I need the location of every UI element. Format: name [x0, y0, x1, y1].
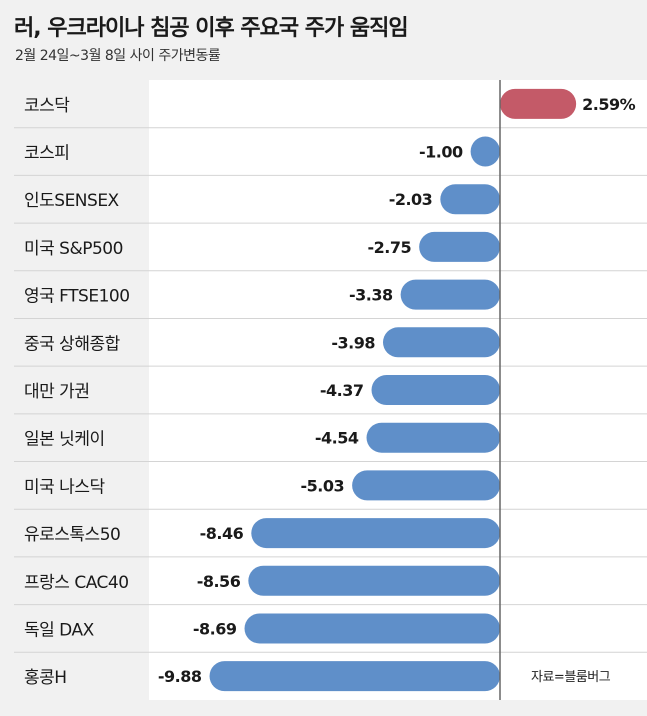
value-label: -8.56	[197, 572, 241, 591]
bar	[419, 231, 500, 262]
source-note: 자료=블룸버그	[531, 670, 611, 685]
bar	[500, 88, 577, 119]
value-label: -3.98	[331, 333, 375, 352]
value-label: -4.54	[315, 429, 359, 448]
bar-chart: 코스닥 2.59% 코스피 -1.00 인도SENSEX -2.03 미국 S&P500 -2…	[14, 80, 647, 700]
chart-title: 러, 우크라이나 침공 이후 주요국 주가 움직임	[14, 16, 409, 41]
chart-subtitle: 2월 24일~3월 8일 사이 주가변동률	[15, 48, 221, 64]
category-label: 독일 DAX	[24, 620, 95, 640]
category-label: 대만 가권	[24, 382, 89, 402]
category-label: 코스닥	[24, 96, 70, 116]
bar	[251, 518, 500, 549]
bar	[400, 279, 500, 310]
category-label: 중국 상해종합	[24, 334, 121, 354]
bar	[209, 661, 500, 692]
bar	[470, 136, 500, 167]
category-label: 프랑스 CAC40	[24, 573, 129, 593]
value-label: -9.88	[158, 667, 202, 686]
value-label: -4.37	[320, 381, 364, 400]
bar	[244, 613, 500, 644]
value-label: -8.46	[200, 524, 244, 543]
value-label: 2.59%	[582, 95, 635, 114]
value-label: -1.00	[419, 143, 463, 162]
chart-panel: 코스닥 2.59% 코스피 -1.00 인도SENSEX -2.03 미국 S&P500 -2…	[14, 80, 647, 700]
category-label: 코스피	[24, 144, 69, 164]
bar	[366, 422, 500, 453]
bar	[440, 184, 500, 215]
category-label-column	[14, 80, 149, 700]
bar	[248, 565, 500, 596]
category-label: 인도SENSEX	[24, 191, 120, 211]
category-label: 일본 닛케이	[24, 430, 105, 450]
bar	[371, 375, 500, 405]
value-label: -2.03	[389, 190, 433, 209]
value-label: -2.75	[368, 238, 412, 257]
category-label: 유로스톡스50	[24, 525, 120, 545]
bar	[382, 327, 500, 358]
value-label: -5.03	[300, 476, 344, 495]
category-label: 미국 나스닥	[24, 477, 105, 497]
category-label: 홍콩H	[24, 668, 67, 688]
value-label: -3.38	[349, 286, 393, 305]
category-label: 미국 S&P500	[24, 239, 123, 259]
bar	[352, 470, 500, 501]
value-label: -8.69	[193, 619, 237, 638]
category-label: 영국 FTSE100	[24, 287, 130, 307]
